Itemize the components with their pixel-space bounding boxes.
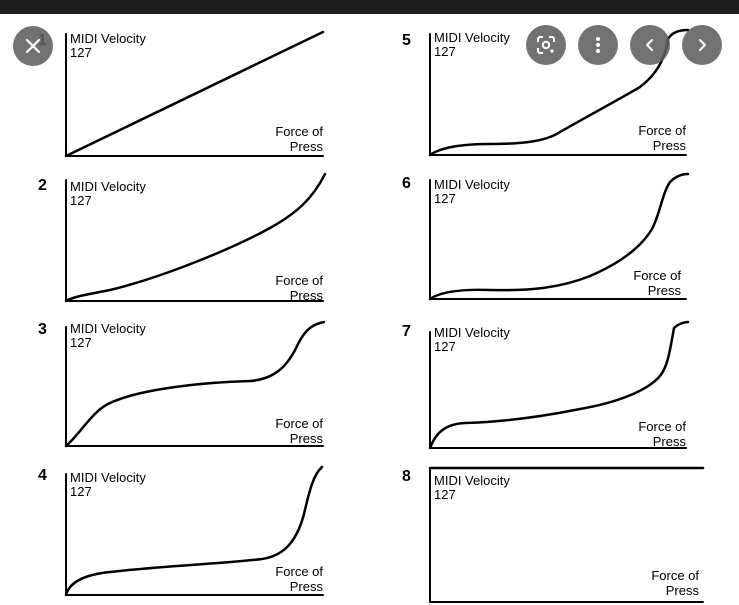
chevron-right-icon	[693, 36, 711, 54]
panel-8-y-label: MIDI Velocity 127	[434, 473, 510, 502]
panel-7-curve	[428, 320, 690, 450]
panel-5-y-label: MIDI Velocity 127	[434, 30, 510, 59]
panel-6-number: 6	[402, 175, 411, 192]
panel-3-y-label: MIDI Velocity 127	[70, 321, 146, 350]
panel-7-axes	[429, 331, 687, 449]
panel-7-y-label: MIDI Velocity 127	[434, 325, 510, 354]
panel-2-curve	[64, 172, 327, 303]
viewer-top-strip	[0, 0, 739, 14]
next-image-button[interactable]	[682, 25, 722, 65]
panel-4-number: 4	[38, 467, 47, 484]
panel-1-x-label: Force of Press	[275, 124, 323, 154]
panel-8-axes	[429, 467, 704, 603]
chevron-left-icon	[641, 36, 659, 54]
panel-1-y-label: MIDI Velocity 127	[70, 31, 146, 60]
close-icon	[23, 36, 43, 56]
panel-5-number: 5	[402, 32, 411, 49]
lens-button[interactable]	[526, 25, 566, 65]
panel-7-number: 7	[402, 323, 411, 340]
panel-4-x-label: Force of Press	[275, 564, 323, 594]
panel-3-curve	[64, 320, 326, 448]
panel-8-number: 8	[402, 468, 411, 485]
panel-8-x-label: Force of Press	[651, 568, 699, 598]
lens-icon	[535, 34, 557, 56]
panel-5-x-label: Force of Press	[638, 123, 686, 153]
panel-2-axes	[65, 179, 324, 302]
more-options-button[interactable]	[578, 25, 618, 65]
panel-2-x-label: Force of Press	[275, 273, 323, 303]
panel-1-curve	[64, 30, 325, 158]
panel-6-y-label: MIDI Velocity 127	[434, 177, 510, 206]
previous-image-button[interactable]	[630, 25, 670, 65]
more-vert-icon	[588, 35, 608, 55]
panel-2-number: 2	[38, 177, 47, 194]
panel-5-axes	[429, 33, 687, 156]
panel-6-curve	[428, 172, 690, 301]
panel-4-axes	[65, 473, 324, 596]
panel-3-number: 3	[38, 321, 47, 338]
panel-6-axes	[429, 179, 687, 300]
panel-3-axes	[65, 326, 324, 447]
panel-3-x-label: Force of Press	[275, 416, 323, 446]
panel-2-y-label: MIDI Velocity 127	[70, 179, 146, 208]
panel-6-x-label: Force of Press	[633, 268, 681, 298]
close-button[interactable]	[13, 26, 53, 66]
curves-canvas	[64, 28, 705, 603]
panel-4-curve	[64, 465, 324, 597]
panel-1-axes	[65, 33, 324, 157]
panel-7-x-label: Force of Press	[638, 419, 686, 449]
panel-4-y-label: MIDI Velocity 127	[70, 470, 146, 499]
